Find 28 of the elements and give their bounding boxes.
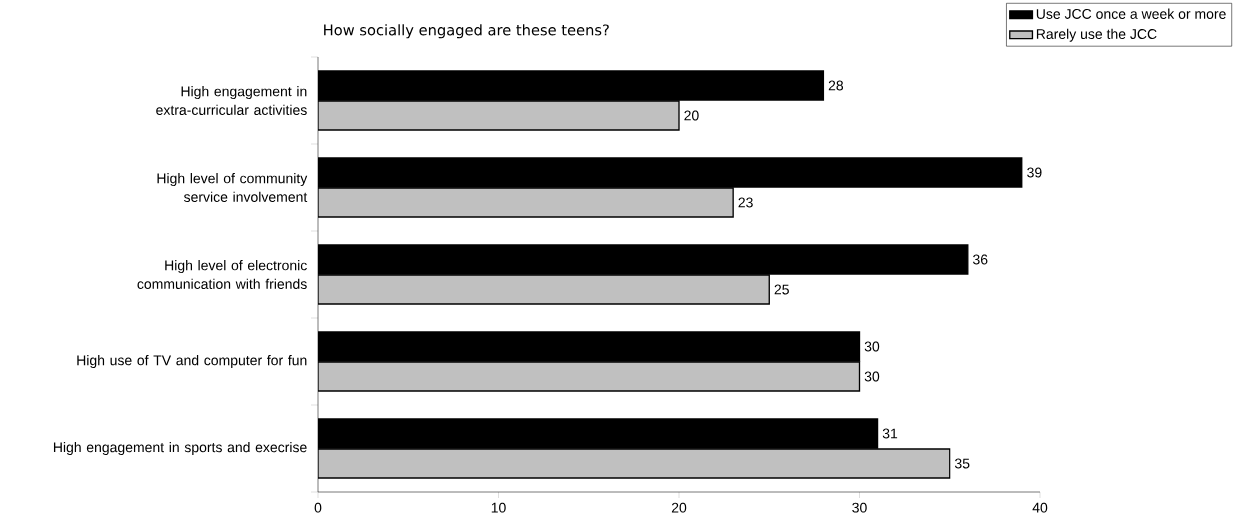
bar [318,187,734,218]
y-tick-label: High use of TV and computer for fun [77,354,307,369]
y-tick-label: High level of community service involvement [157,173,308,202]
data-label: 30 [864,371,880,382]
legend-label: Rarely use the JCC [1036,28,1157,42]
x-tick-label: 0 [314,502,322,513]
bar [318,448,951,479]
chart-title: How socially engaged are these teens? [324,24,609,39]
x-tick-label: 10 [491,502,506,513]
data-label: 25 [774,284,789,295]
bar [318,361,861,392]
x-tick-label: 40 [1032,502,1048,513]
x-tick-label: 20 [671,502,687,513]
data-label: 23 [738,197,753,208]
data-label: 39 [1027,167,1042,178]
x-tick-label: 30 [852,502,867,513]
data-label: 36 [973,254,988,265]
bar [318,100,680,131]
data-label: 31 [882,428,898,439]
y-tick-label: High level of electronic communication with friends [137,260,307,289]
data-label: 20 [684,110,699,121]
legend-label: Use JCC once a week or more [1036,8,1226,19]
data-label: 30 [864,341,880,352]
bar [318,274,770,305]
data-label: 28 [828,80,844,91]
data-label: 35 [954,458,970,469]
y-tick-label: High engagement in extra-curricular activities [156,86,307,115]
y-tick-label: High engagement in sports and execrise [53,441,307,456]
